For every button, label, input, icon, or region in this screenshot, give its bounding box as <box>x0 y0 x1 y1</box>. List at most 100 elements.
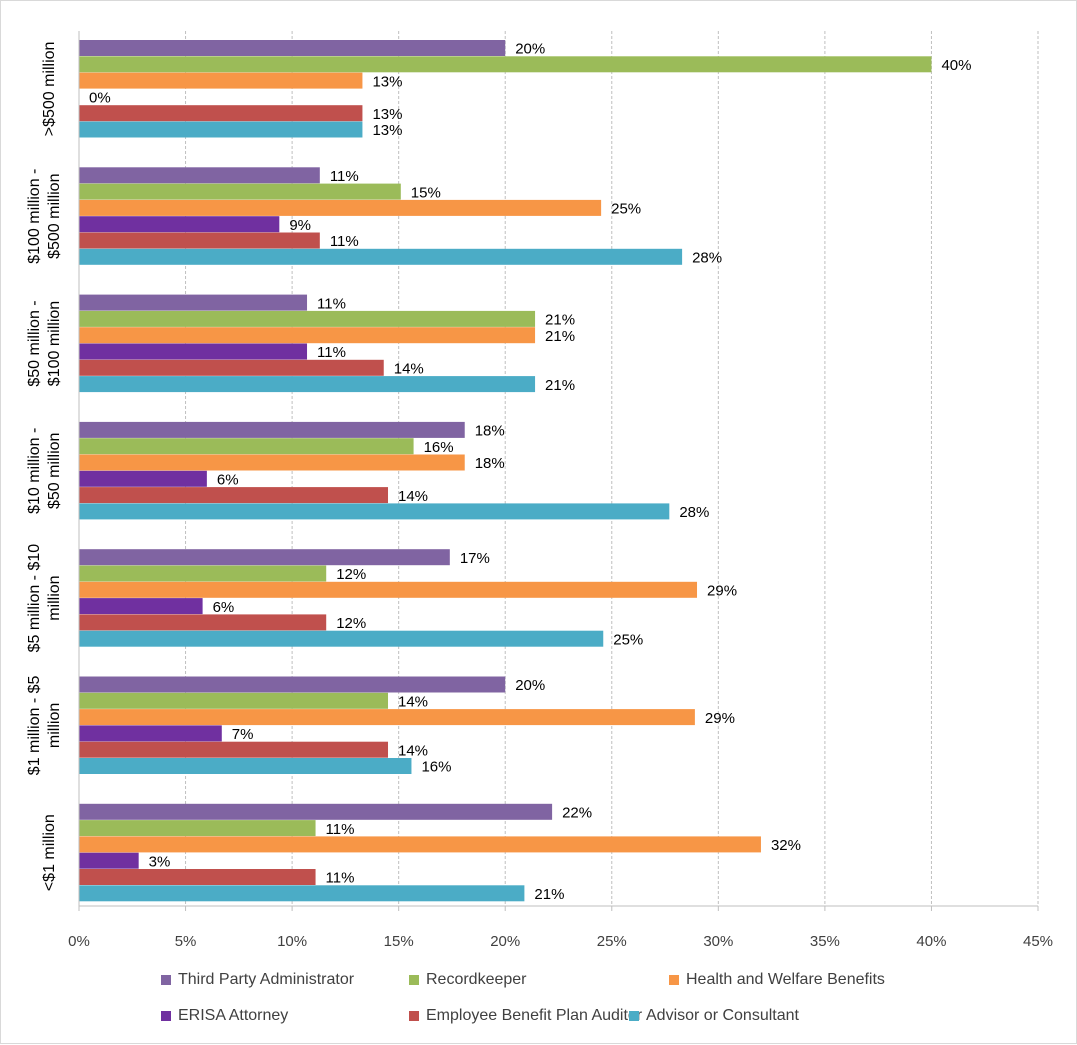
data-label: 22% <box>562 804 592 821</box>
data-label: 11% <box>326 821 355 838</box>
data-label: 13% <box>372 73 402 90</box>
data-label: 28% <box>692 249 722 266</box>
x-tick-label: 15% <box>384 933 414 950</box>
bar <box>79 852 139 869</box>
bar <box>79 581 698 598</box>
bar <box>79 248 683 265</box>
category-label: $100 million <box>46 301 63 386</box>
x-tick-label: 45% <box>1023 933 1053 950</box>
category-label: >$500 million <box>41 42 58 137</box>
x-tick-label: 0% <box>68 933 90 950</box>
legend-swatch <box>161 975 171 985</box>
data-label: 13% <box>372 122 402 139</box>
bar <box>79 183 401 200</box>
data-label: 14% <box>398 693 428 710</box>
bar <box>79 359 384 376</box>
legend-item: Third Party Administrator <box>161 969 354 991</box>
data-label: 18% <box>475 455 505 472</box>
bar <box>79 709 695 726</box>
bar <box>79 741 389 758</box>
data-label: 21% <box>545 328 575 345</box>
data-label: 9% <box>289 217 311 234</box>
data-label: 17% <box>460 550 490 567</box>
bar <box>79 232 320 249</box>
category-label: $100 million - <box>26 169 43 264</box>
legend-swatch <box>409 1011 419 1021</box>
data-label: 20% <box>515 677 545 694</box>
legend-label: Advisor or Consultant <box>646 1007 799 1024</box>
bar <box>79 487 389 504</box>
data-label: 29% <box>707 582 737 599</box>
category-label: $50 million <box>46 433 63 509</box>
data-label: 28% <box>679 504 709 521</box>
bar <box>79 105 363 122</box>
legend-item: Health and Welfare Benefits <box>669 969 885 991</box>
category-label: million <box>46 575 63 620</box>
category-label: $10 million - <box>26 428 43 514</box>
chart-legend: Third Party Administrator Recordkeeper Hea… <box>161 969 1061 1039</box>
bar <box>79 454 465 471</box>
data-label: 11% <box>317 295 346 312</box>
data-label: 21% <box>545 377 575 394</box>
data-label: 32% <box>771 837 801 854</box>
bar <box>79 470 207 487</box>
bar <box>79 803 553 820</box>
bar <box>79 614 327 631</box>
bar <box>79 121 363 138</box>
category-label: <$1 million <box>41 814 58 891</box>
bar <box>79 438 414 455</box>
data-label: 20% <box>515 41 545 58</box>
bar <box>79 216 280 233</box>
data-label: 18% <box>475 423 505 440</box>
data-label: 25% <box>613 631 643 648</box>
bar <box>79 72 363 89</box>
x-tick-label: 10% <box>277 933 307 950</box>
bar <box>79 725 222 742</box>
x-tick-label: 40% <box>916 933 946 950</box>
data-label: 40% <box>941 57 971 74</box>
data-label: 0% <box>89 90 111 107</box>
legend-item: Employee Benefit Plan Auditor <box>409 1005 642 1027</box>
data-label: 29% <box>705 710 735 727</box>
data-label: 25% <box>611 201 641 218</box>
data-label: 21% <box>545 312 575 329</box>
legend-item: Advisor or Consultant <box>629 1005 799 1027</box>
legend-swatch <box>629 1011 639 1021</box>
legend-swatch <box>161 1011 171 1021</box>
category-label: $500 million <box>46 174 63 259</box>
bar <box>79 421 465 438</box>
category-label: million <box>46 703 63 748</box>
x-tick-label: 5% <box>175 933 197 950</box>
bar <box>79 167 320 184</box>
bar <box>79 294 308 311</box>
category-label: $50 million - <box>26 300 43 386</box>
legend-label: Third Party Administrator <box>178 971 355 988</box>
bar <box>79 885 525 902</box>
bar <box>79 549 450 566</box>
data-label: 16% <box>421 759 451 776</box>
bar <box>79 56 932 73</box>
data-label: 6% <box>217 471 239 488</box>
data-label: 12% <box>336 615 366 632</box>
bar <box>79 630 604 647</box>
bar <box>79 503 670 520</box>
legend-swatch <box>409 975 419 985</box>
data-label: 13% <box>372 106 402 123</box>
data-label: 14% <box>394 360 424 377</box>
data-label: 12% <box>336 566 366 583</box>
bar <box>79 692 389 709</box>
legend-item: Recordkeeper <box>409 969 527 991</box>
bar <box>79 836 761 853</box>
bar <box>79 758 412 774</box>
data-label: 7% <box>232 726 254 743</box>
x-tick-label: 35% <box>810 933 840 950</box>
x-tick-label: 25% <box>597 933 627 950</box>
x-tick-label: 20% <box>490 933 520 950</box>
bar <box>79 565 327 582</box>
legend-label: Health and Welfare Benefits <box>686 971 885 988</box>
data-label: 3% <box>149 853 171 870</box>
legend-swatch <box>669 975 679 985</box>
legend-label: Recordkeeper <box>426 971 527 988</box>
